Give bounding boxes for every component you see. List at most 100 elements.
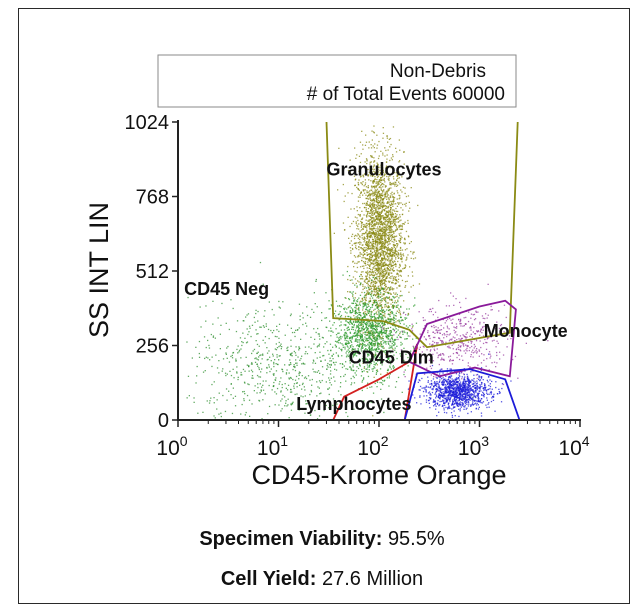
event-dot: [296, 382, 298, 384]
event-dot: [390, 346, 393, 348]
event-dot: [209, 400, 211, 402]
event-dot: [329, 308, 331, 310]
event-dot: [370, 232, 372, 234]
event-dot: [356, 224, 358, 226]
event-dot: [407, 222, 409, 224]
event-dot: [438, 337, 440, 339]
event-dot: [366, 387, 368, 389]
event-dot: [374, 171, 376, 173]
event-dot: [382, 175, 384, 178]
event-dot: [344, 337, 347, 340]
event-dot: [381, 168, 383, 170]
event-dot: [388, 225, 391, 227]
event-dot: [373, 330, 375, 332]
event-dot: [346, 329, 349, 331]
event-dot: [365, 337, 367, 339]
event-dot: [242, 341, 244, 344]
event-dot: [358, 249, 360, 251]
event-dot: [368, 226, 370, 228]
event-dot: [369, 172, 371, 175]
event-dot: [375, 336, 377, 338]
event-dot: [299, 315, 301, 317]
event-dot: [465, 338, 467, 340]
event-dot: [367, 350, 370, 353]
event-dot: [374, 190, 376, 192]
event-dot: [335, 345, 337, 347]
event-dot: [376, 342, 379, 344]
event-dot: [380, 196, 382, 199]
event-dot: [373, 265, 375, 268]
event-dot: [367, 360, 369, 362]
event-dot: [346, 321, 349, 323]
event-dot: [332, 346, 334, 348]
event-dot: [388, 385, 390, 387]
event-dot: [372, 225, 374, 228]
event-dot: [278, 306, 280, 308]
event-dot: [372, 276, 374, 279]
event-dot: [357, 325, 359, 327]
event-dot: [376, 386, 378, 388]
event-dot: [376, 183, 379, 185]
event-dot: [388, 205, 390, 207]
event-dot: [373, 191, 375, 193]
event-dot: [282, 370, 284, 373]
event-dot: [339, 386, 342, 388]
event-dot: [436, 329, 438, 331]
event-dot: [446, 333, 448, 336]
event-dot: [391, 339, 394, 341]
event-dot: [412, 253, 414, 255]
event-dot: [337, 313, 340, 316]
event-dot: [374, 382, 376, 385]
event-dot: [359, 330, 361, 332]
event-dot: [374, 178, 376, 180]
event-dot: [375, 312, 377, 315]
event-dot: [387, 211, 389, 213]
event-dot: [350, 355, 352, 357]
event-dot: [382, 170, 384, 172]
event-dot: [385, 332, 387, 335]
event-dot: [367, 304, 369, 306]
event-dot: [389, 211, 391, 213]
event-dot: [366, 204, 369, 206]
event-dot: [394, 278, 396, 280]
event-dot: [361, 234, 363, 237]
event-dot: [376, 211, 378, 214]
event-dot: [371, 359, 374, 361]
event-dot: [398, 321, 400, 323]
event-dot: [364, 161, 366, 163]
event-dot: [377, 232, 380, 234]
event-dot: [459, 323, 461, 325]
event-dot: [397, 192, 399, 194]
event-dot: [471, 345, 473, 348]
event-dot: [389, 280, 391, 283]
event-dot: [382, 216, 384, 218]
event-dot: [363, 214, 365, 216]
event-dot: [231, 357, 234, 359]
event-dot: [395, 250, 397, 252]
event-dot: [385, 236, 387, 238]
event-dot: [245, 411, 247, 414]
event-dot: [295, 375, 298, 378]
event-dot: [358, 155, 361, 157]
event-dot: [330, 370, 332, 372]
event-dot: [378, 237, 380, 239]
event-dot: [384, 216, 386, 218]
event-dot: [396, 357, 398, 360]
event-dot: [403, 311, 405, 313]
event-dot: [316, 418, 319, 420]
event-dot: [397, 184, 399, 186]
event-dot: [295, 382, 298, 384]
event-dot: [353, 408, 355, 410]
event-dot: [459, 301, 461, 304]
event-dot: [373, 194, 375, 197]
event-dot: [437, 327, 439, 329]
event-dot: [370, 225, 373, 228]
event-dot: [347, 335, 349, 338]
event-dot: [398, 326, 400, 328]
event-dot: [377, 236, 379, 239]
event-dot: [361, 347, 363, 349]
event-dot: [377, 321, 379, 323]
event-dot: [386, 309, 388, 311]
event-dot: [373, 344, 375, 346]
event-dot: [383, 290, 385, 292]
